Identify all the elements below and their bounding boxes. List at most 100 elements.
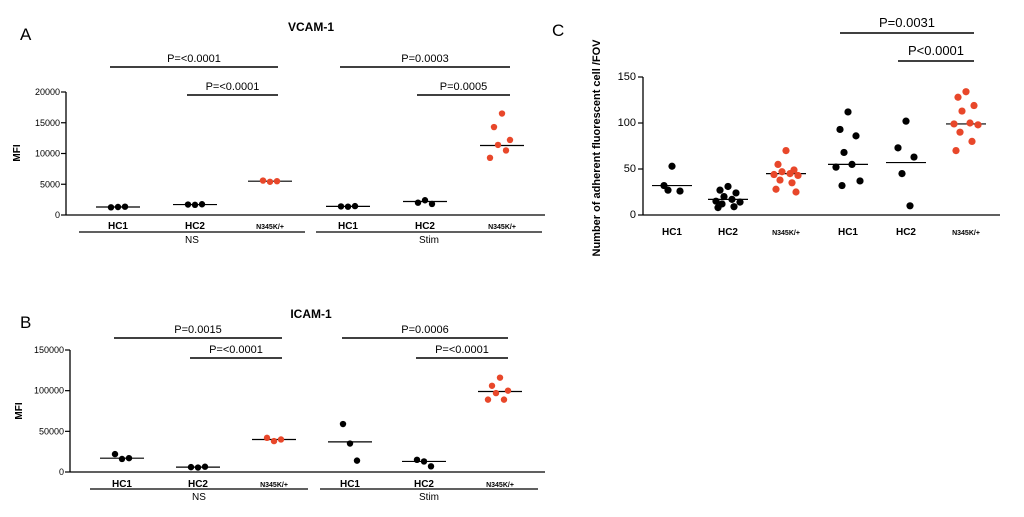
data-point	[259, 177, 267, 184]
group-label: NS	[185, 235, 199, 246]
data-point	[902, 117, 910, 125]
data-point	[273, 177, 281, 185]
data-point	[500, 396, 508, 403]
data-point	[958, 107, 966, 115]
data-point	[772, 185, 780, 193]
p-value-label: P=0.0003	[401, 53, 448, 65]
x-tick-label: HC1	[838, 227, 858, 238]
data-point	[852, 132, 860, 140]
data-point	[844, 108, 852, 116]
data-point	[776, 176, 784, 184]
data-point	[838, 181, 846, 190]
chart-title: VCAM-1	[288, 20, 334, 34]
x-tick-label: HC1	[108, 221, 128, 232]
data-point	[420, 458, 428, 465]
x-tick-label: HC1	[112, 479, 132, 490]
p-value-label: P=<0.0001	[206, 81, 260, 93]
x-tick-label: HC2	[415, 221, 435, 232]
panel-letter: C	[552, 21, 564, 40]
data-point	[504, 387, 512, 394]
data-point	[494, 141, 502, 149]
data-point	[428, 200, 436, 208]
y-tick-label: 15000	[35, 118, 60, 128]
data-point	[266, 178, 274, 185]
data-point	[952, 147, 960, 155]
p-value-label: P=0.0015	[174, 324, 221, 336]
data-point	[664, 186, 672, 194]
data-point	[351, 202, 359, 210]
data-point	[492, 389, 500, 397]
y-axis-label: MFI	[12, 144, 23, 161]
y-tick-label: 100000	[34, 386, 64, 396]
data-point	[506, 136, 514, 144]
data-point	[898, 170, 906, 178]
data-point	[774, 160, 782, 168]
x-tick-label: N345K/+	[260, 482, 288, 489]
x-tick-label: HC2	[188, 479, 208, 490]
data-point	[184, 201, 192, 208]
x-tick-label: N345K/+	[486, 482, 514, 489]
p-value-label: P=0.0006	[401, 324, 448, 336]
data-point	[337, 203, 345, 210]
data-point	[486, 154, 494, 162]
chart-title: ICAM-1	[290, 307, 332, 321]
data-point	[720, 193, 728, 201]
data-point	[191, 201, 199, 209]
p-value-label: P=<0.0001	[435, 344, 489, 356]
panel-c: C Number of adherent fluorescent cell /FO…	[552, 15, 1000, 257]
data-point	[339, 420, 347, 428]
data-point	[414, 199, 422, 206]
data-point	[962, 88, 970, 96]
data-point	[118, 455, 126, 463]
data-point	[736, 198, 744, 206]
data-point	[496, 374, 504, 381]
x-tick-label: N345K/+	[256, 224, 284, 231]
y-axis-label: MFI	[14, 402, 25, 419]
y-tick-label: 50	[624, 163, 636, 175]
data-point	[676, 187, 684, 195]
y-tick-label: 0	[59, 467, 64, 477]
panel-letter: B	[20, 313, 31, 332]
data-point	[966, 119, 974, 127]
data-point	[427, 463, 435, 470]
data-point	[187, 463, 195, 471]
data-point	[732, 189, 740, 197]
data-point	[421, 197, 429, 204]
data-point	[910, 153, 918, 161]
data-point	[490, 123, 498, 131]
data-point	[413, 456, 421, 463]
p-value-label: P<0.0001	[908, 43, 964, 58]
data-point	[840, 148, 848, 157]
data-point	[894, 144, 902, 152]
group-label: Stim	[419, 492, 439, 503]
y-tick-label: 5000	[40, 179, 60, 189]
data-point	[782, 147, 790, 155]
x-tick-label: N345K/+	[952, 230, 980, 237]
panel-a: A VCAM-1 MFI 0 5000 10000 15000 20000 HC1 HC2 N345…	[12, 20, 545, 246]
x-tick-label: HC2	[185, 221, 205, 232]
x-tick-label: HC2	[414, 479, 434, 490]
data-point	[794, 171, 802, 180]
x-tick-label: HC2	[896, 227, 916, 238]
p-value-label: P=<0.0001	[209, 344, 263, 356]
data-point	[950, 120, 958, 128]
data-point	[263, 434, 271, 442]
y-tick-label: 150	[618, 71, 636, 83]
y-tick-label: 100	[618, 117, 636, 129]
data-point	[778, 168, 786, 176]
data-point	[786, 170, 794, 178]
y-tick-label: 0	[630, 209, 636, 221]
x-tick-label: N345K/+	[772, 230, 800, 237]
data-point	[724, 182, 732, 191]
data-point	[714, 204, 722, 212]
x-tick-label: HC1	[340, 479, 360, 490]
data-point	[114, 203, 122, 211]
y-tick-label: 50000	[39, 426, 64, 436]
data-point	[730, 203, 738, 211]
data-point	[974, 121, 982, 129]
data-point	[728, 195, 736, 203]
data-point	[121, 203, 129, 210]
y-tick-label: 150000	[34, 345, 64, 355]
data-point	[668, 162, 676, 170]
